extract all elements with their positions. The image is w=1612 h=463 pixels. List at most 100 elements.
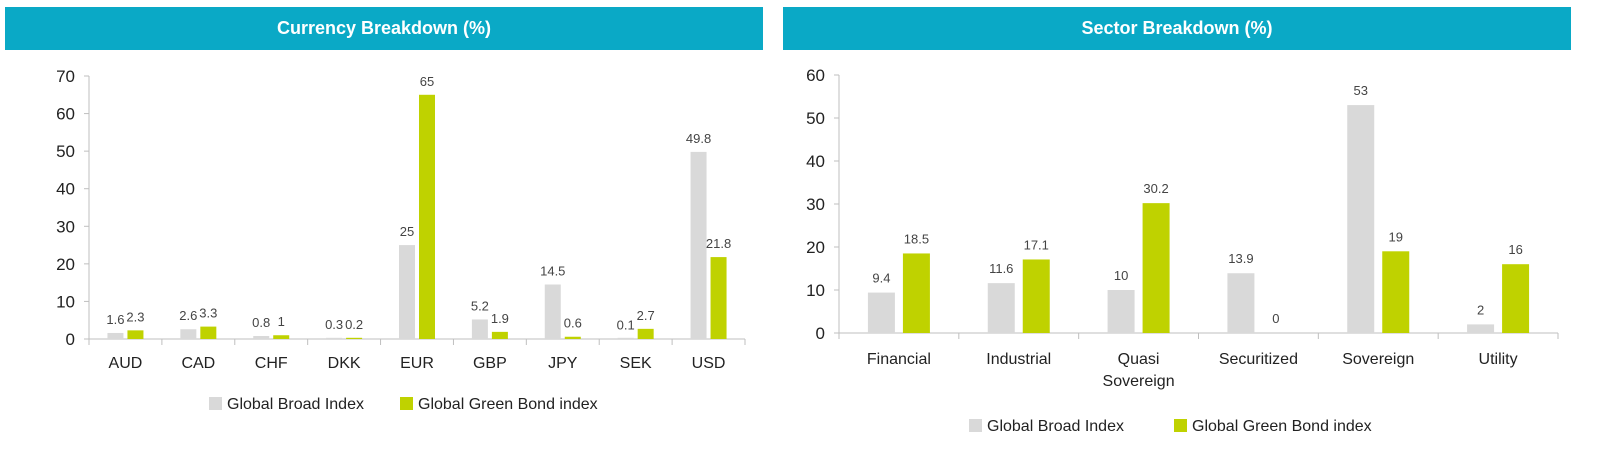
bar-global-broad [617,337,634,339]
sector-chart-title: Sector Breakdown (%) [783,7,1571,50]
data-label-global-broad: 0.8 [252,315,270,330]
data-label-global-broad: 0.3 [325,317,343,332]
data-label-global-green: 0 [1272,311,1279,326]
y-tick-label: 50 [56,142,75,161]
data-label-global-broad: 0.1 [617,318,635,333]
x-category-label: Financial [867,351,931,368]
data-label-global-green: 17.1 [1024,237,1049,252]
data-label-global-green: 0.6 [564,316,582,331]
x-category-label: SEK [620,355,652,372]
y-tick-label: 60 [56,105,75,124]
bar-global-green [491,331,508,339]
data-label-global-broad: 1.6 [106,312,124,327]
x-category-label: EUR [400,355,434,372]
currency-chart-title: Currency Breakdown (%) [5,7,763,50]
data-label-global-green: 2.7 [637,308,655,323]
x-category-label: Utility [1479,351,1518,368]
y-tick-label: 50 [806,109,825,128]
bar-global-broad [987,283,1015,333]
bar-global-green [1502,264,1530,333]
bar-global-broad [471,319,488,339]
y-tick-label: 10 [806,281,825,300]
x-category-label: Industrial [986,351,1051,368]
bar-global-green [902,253,930,333]
data-label-global-broad: 14.5 [540,264,565,279]
x-category-label: GBP [473,355,507,372]
data-label-global-green: 16 [1508,242,1522,257]
legend-label-global-broad: Global Broad Index [987,418,1124,435]
data-label-global-broad: 25 [400,224,414,239]
data-label-global-green: 2.3 [126,309,144,324]
y-tick-label: 10 [56,292,75,311]
data-label-global-broad: 2 [1477,302,1484,317]
x-category-label: CHF [255,355,288,372]
y-tick-label: 0 [66,330,75,349]
x-category-label: CAD [181,355,215,372]
x-category-label: JPY [548,355,578,372]
currency-panel: Currency Breakdown (%) 0 10 20 30 40 50 60 70 1.… [0,0,763,463]
y-tick-label: 40 [806,152,825,171]
data-label-global-broad: 2.6 [179,308,197,323]
y-tick-label: 40 [56,180,75,199]
data-label-global-green: 21.8 [706,236,731,251]
bar-global-broad [1347,105,1375,333]
legend-swatch-global-green [1174,419,1187,432]
bar-global-broad [690,151,707,339]
legend-label-global-green: Global Green Bond index [1192,418,1372,435]
x-category-label: Quasi [1118,351,1160,368]
bar-global-green [419,94,435,340]
legend-swatch-global-green [400,397,413,410]
bar-global-green [346,337,363,339]
bar-global-broad [107,332,124,339]
legend-label-global-green: Global Green Bond index [418,396,598,413]
bar-global-broad [326,337,343,339]
data-label-global-broad: 53 [1354,83,1368,98]
x-category-label: Sovereign [1342,351,1414,368]
bar-global-broad [399,245,415,339]
bar-global-broad [544,284,561,339]
bar-global-broad [180,329,197,339]
legend-label-global-broad: Global Broad Index [227,396,364,413]
bar-global-green [200,326,217,339]
y-tick-label: 20 [806,238,825,257]
y-tick-label: 60 [806,66,825,85]
data-label-global-green: 1 [278,314,285,329]
bar-global-green [273,335,290,339]
bar-global-broad [1467,324,1495,333]
data-label-global-green: 19 [1389,229,1403,244]
y-tick-label: 30 [56,217,75,236]
x-category-label: DKK [328,355,361,372]
y-tick-label: 20 [56,255,75,274]
sector-bar-chart: 01020304050609.418.5Financial11.617.1Ind… [806,66,1559,435]
data-label-global-broad: 5.2 [471,298,489,313]
bar-global-green [127,330,144,339]
sector-panel: Sector Breakdown (%) 0 10 20 30 40 50 60 9.4 18.… [778,0,1612,463]
data-label-global-broad: 10 [1114,268,1128,283]
bar-global-broad [253,335,270,339]
x-category-label: AUD [109,355,143,372]
bar-global-broad [867,292,895,333]
x-category-label: Sovereign [1103,373,1175,390]
data-label-global-broad: 13.9 [1228,251,1253,266]
data-label-global-green: 0.2 [345,317,363,332]
data-label-global-green: 30.2 [1143,181,1168,196]
data-label-global-green: 3.3 [199,306,217,321]
data-label-global-green: 18.5 [904,231,929,246]
bar-global-green [1142,203,1170,333]
bar-global-green [1022,259,1050,333]
x-category-label: USD [692,355,726,372]
currency-bar-chart: 0 10 20 30 40 50 60 70 1.6 2.3 AUD 2.6 3.3 CAD 0.8 1 CHF… [56,67,746,413]
data-label-global-broad: 11.6 [989,261,1013,276]
x-category-label: Securitized [1219,351,1298,368]
bar-global-broad [1227,273,1255,333]
data-label-global-broad: 9.4 [872,271,890,286]
y-tick-label: 70 [56,67,75,86]
data-label-global-broad: 49.8 [686,131,711,146]
y-tick-label: 30 [806,195,825,214]
data-label-global-green: 1.9 [491,311,509,326]
legend-swatch-global-broad [969,419,982,432]
bar-global-green [564,336,581,339]
bar-global-green [1382,251,1410,333]
y-tick-label: 0 [816,324,825,343]
bar-global-broad [1107,290,1135,333]
